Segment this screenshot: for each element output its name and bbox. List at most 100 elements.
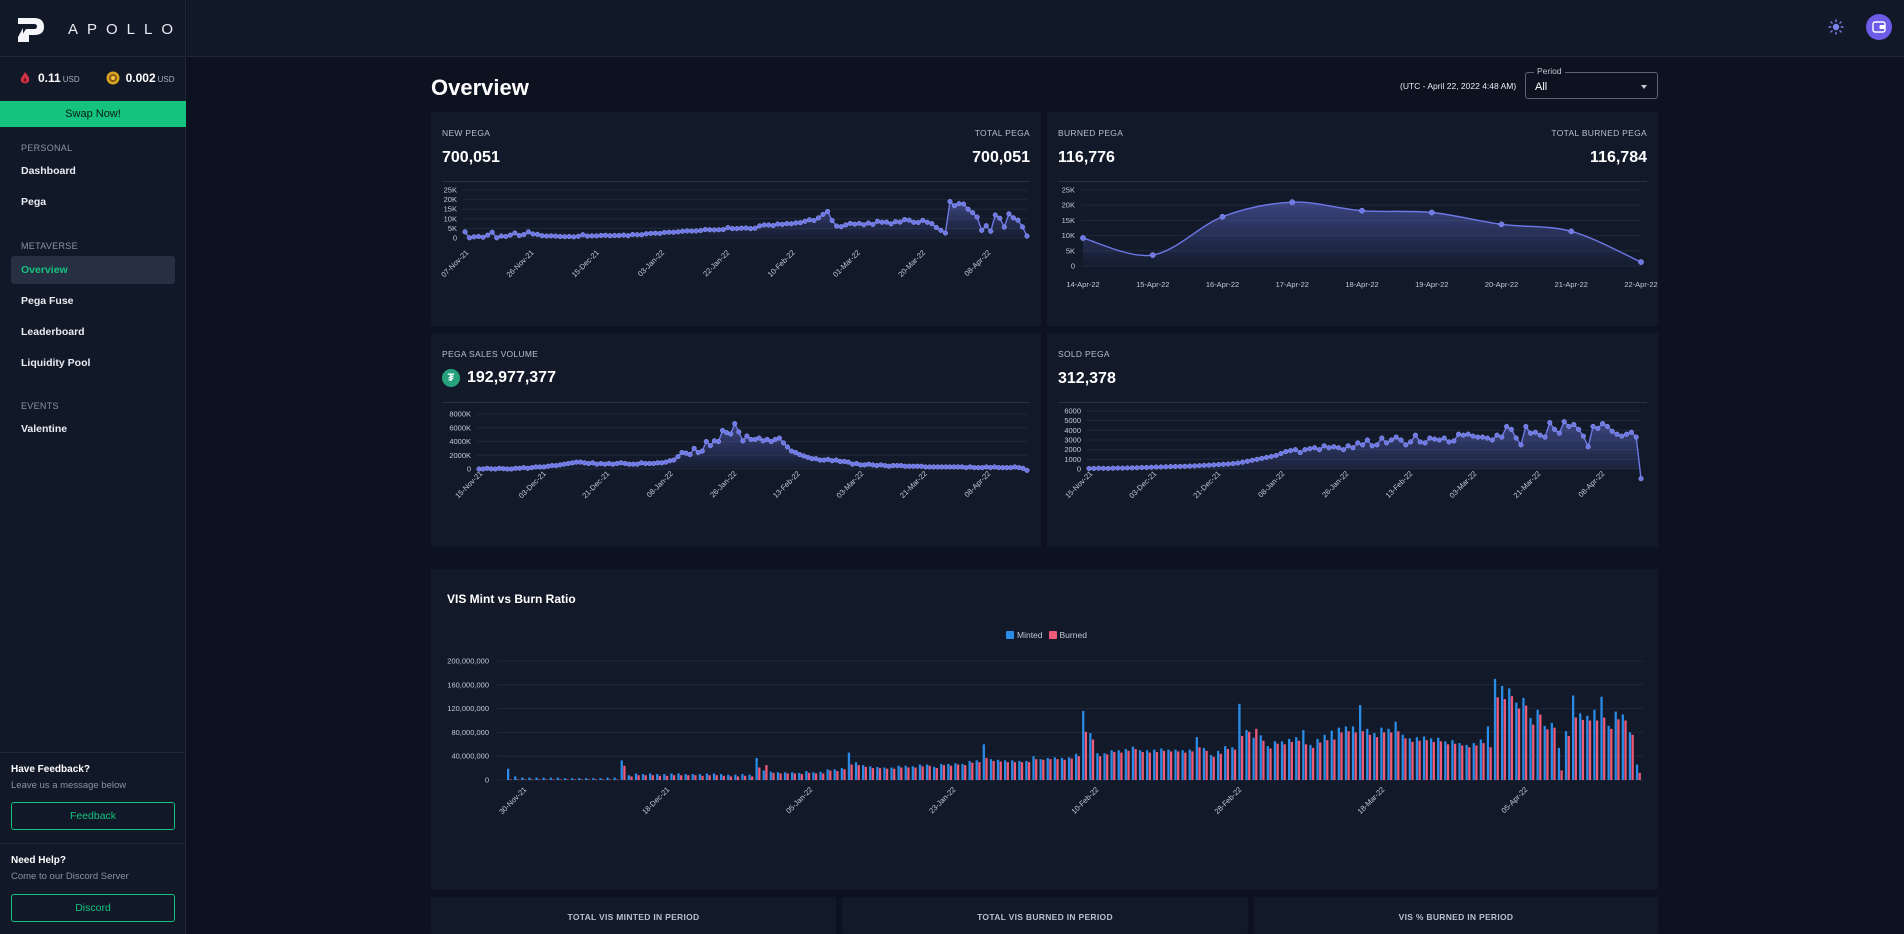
y-tick-label: 4000K <box>449 437 471 446</box>
data-point <box>1480 434 1486 440</box>
sidebar-item-leaderboard[interactable]: Leaderboard <box>21 326 85 338</box>
data-point <box>960 201 967 207</box>
sidebar-item-valentine[interactable]: Valentine <box>21 423 68 435</box>
x-tick-label: 03-Dec-21 <box>1127 469 1158 500</box>
bar-burned <box>708 775 711 780</box>
data-point <box>571 234 577 240</box>
bar-burned <box>1311 747 1315 780</box>
data-point <box>602 232 609 238</box>
data-point <box>870 221 876 227</box>
bar-burned <box>601 779 605 780</box>
data-point <box>598 232 604 239</box>
bar-burned <box>587 779 591 780</box>
data-point <box>1331 444 1337 450</box>
x-tick-label: 23-Jan-22 <box>927 785 957 815</box>
period-label: Period <box>1534 66 1565 76</box>
bar-burned <box>1042 759 1045 780</box>
feedback-button[interactable]: Feedback <box>11 802 175 830</box>
data-point <box>1096 465 1102 471</box>
app-name: APOLLO <box>68 20 183 38</box>
data-point <box>738 225 745 231</box>
data-point <box>843 222 849 228</box>
data-point <box>729 226 735 232</box>
bar-burned <box>743 775 747 780</box>
data-point <box>1355 440 1361 446</box>
bar-minted <box>1018 760 1021 780</box>
data-point <box>1100 465 1106 471</box>
bar-burned <box>1340 732 1343 780</box>
sidebar-item-pega-fuse[interactable]: Pega Fuse <box>21 295 74 307</box>
data-point <box>707 227 713 233</box>
area-fill <box>479 423 1027 471</box>
data-point <box>1619 433 1625 439</box>
bar-burned <box>1006 762 1009 780</box>
period-select[interactable]: Period All <box>1525 66 1658 99</box>
feedback-title: Have Feedback? <box>11 764 90 775</box>
data-point <box>779 221 785 227</box>
data-point <box>630 231 636 238</box>
data-point <box>689 228 695 234</box>
bar-minted <box>1110 750 1113 780</box>
data-point <box>1489 437 1495 443</box>
bar-minted <box>1408 738 1411 780</box>
bar-burned <box>1198 747 1201 780</box>
bar-minted <box>1337 727 1340 780</box>
x-tick-label: 08-Apr-22 <box>962 469 992 499</box>
bar-minted <box>982 744 985 780</box>
sidebar-item-dashboard[interactable]: Dashboard <box>21 165 76 177</box>
data-point <box>797 220 803 226</box>
data-point <box>1316 447 1322 453</box>
bar-burned <box>1631 734 1634 780</box>
data-point <box>1249 457 1255 463</box>
data-point <box>1384 440 1390 446</box>
legend-item-minted[interactable]: Minted <box>1006 630 1043 640</box>
bar-minted <box>1415 737 1419 780</box>
discord-button[interactable]: Discord <box>11 894 175 922</box>
x-tick-label: 01-Mar-22 <box>831 248 862 279</box>
bar-minted <box>1266 746 1269 780</box>
data-point <box>793 220 799 226</box>
data-point <box>1080 235 1086 241</box>
data-point <box>661 229 667 235</box>
theme-toggle-icon[interactable] <box>1828 19 1844 35</box>
data-point <box>740 438 746 444</box>
data-point <box>728 431 734 437</box>
data-point <box>1001 224 1007 230</box>
data-point <box>1638 259 1644 265</box>
data-point <box>1340 447 1346 453</box>
bar-burned <box>907 767 910 780</box>
sidebar-item-pega[interactable]: Pega <box>21 196 47 208</box>
bar-minted <box>507 768 510 780</box>
bar-burned <box>779 773 782 780</box>
data-point <box>906 217 912 223</box>
x-tick-label: 14-Apr-22 <box>1066 280 1099 289</box>
data-point <box>951 203 958 209</box>
legend-item-burned[interactable]: Burned <box>1048 630 1087 640</box>
bar-minted <box>975 760 978 780</box>
bar-burned <box>1049 759 1052 780</box>
sidebar-item-overview[interactable]: Overview <box>11 256 175 284</box>
bar-burned <box>1269 748 1272 780</box>
bar-burned <box>1446 744 1450 780</box>
app-logo[interactable]: APOLLO <box>16 14 186 44</box>
sidebar-item-liquidity-pool[interactable]: Liquidity Pool <box>21 357 91 369</box>
bar-burned <box>836 771 839 780</box>
x-tick-label: 19-Apr-22 <box>1415 280 1448 289</box>
data-point <box>720 427 726 434</box>
wallet-button[interactable] <box>1866 14 1892 40</box>
bar-minted <box>1259 735 1262 780</box>
data-point <box>874 218 880 224</box>
divider <box>0 56 186 57</box>
swap-now-button[interactable]: Swap Now! <box>0 101 186 127</box>
data-point <box>1360 442 1366 448</box>
burned-pega-value: 116,776 <box>1058 149 1115 166</box>
bar-minted <box>961 763 964 780</box>
data-point <box>1244 458 1250 464</box>
data-point <box>942 230 948 236</box>
chart-legend: Minted Burned <box>1006 630 1087 640</box>
bar-burned <box>1375 737 1379 780</box>
data-point <box>838 224 844 230</box>
bar-minted <box>698 774 701 780</box>
bar-minted <box>1515 702 1518 780</box>
data-point <box>983 223 989 229</box>
